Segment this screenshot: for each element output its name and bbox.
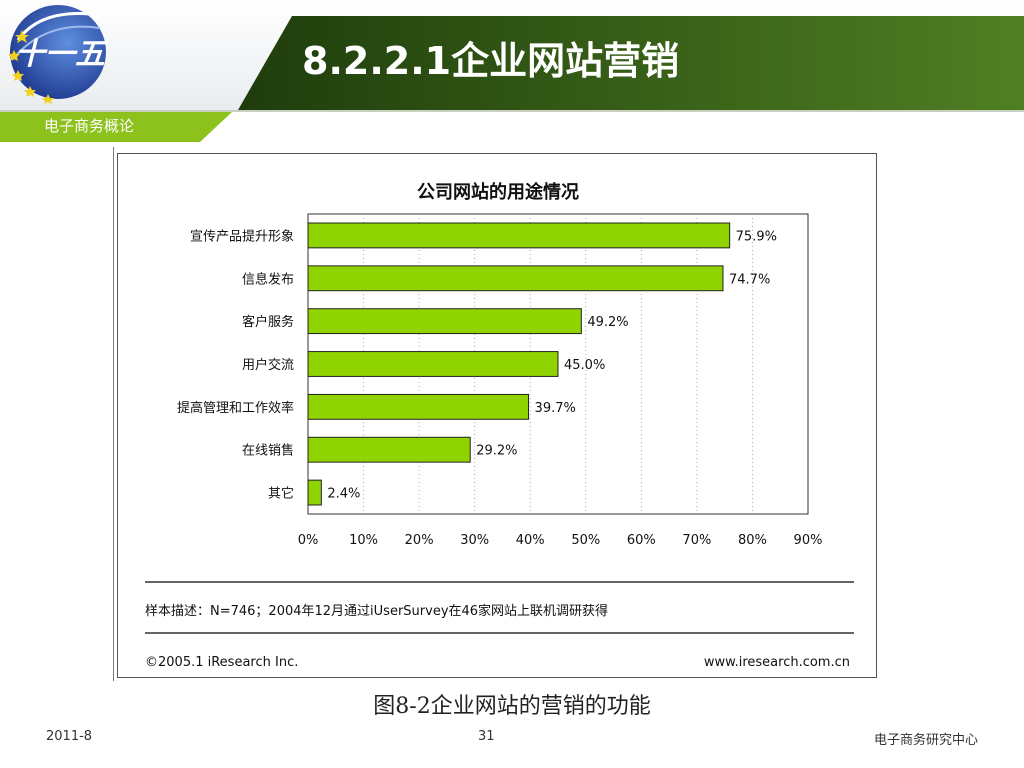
source-left: ©2005.1 iResearch Inc.	[145, 655, 298, 670]
course-label: 电子商务概论	[44, 117, 135, 135]
category-label: 客户服务	[242, 314, 294, 330]
bar	[307, 436, 471, 463]
header-background	[0, 0, 1024, 142]
source-right: www.iresearch.com.cn	[704, 655, 850, 670]
x-tick-label: 20%	[405, 533, 434, 548]
chart-figure: 公司网站的用途情况 宣传产品提升形象信息发布客户服务用户交流提高管理和工作效率在…	[117, 153, 877, 678]
x-tick-labels: 0% 10% 20% 30% 40% 50% 60% 70% 80% 90%	[298, 533, 823, 548]
bar	[307, 351, 559, 377]
value-label: 39.7%	[535, 401, 576, 416]
value-labels: 75.9% 74.7% 49.2% 45.0% 39.7% 29.2% 2.4%	[327, 229, 777, 501]
bar	[307, 222, 731, 249]
x-tick-label: 50%	[571, 533, 600, 548]
bar-chart: 公司网站的用途情况 宣传产品提升形象信息发布客户服务用户交流提高管理和工作效率在…	[145, 181, 854, 670]
footer-organization: 电子商务研究中心	[873, 733, 978, 748]
category-label: 其它	[268, 486, 294, 502]
x-tick-label: 80%	[738, 533, 767, 548]
value-label: 74.7%	[729, 272, 770, 287]
bar	[307, 308, 582, 335]
x-tick-label: 10%	[349, 533, 378, 548]
logo-globe: 十一五	[8, 5, 108, 104]
value-label: 29.2%	[476, 444, 517, 459]
x-tick-label: 60%	[627, 533, 656, 548]
logo-text: 十一五	[15, 37, 108, 72]
value-label: 2.4%	[327, 487, 360, 502]
x-tick-label: 70%	[682, 533, 711, 548]
footer-date: 2011-8	[46, 729, 93, 744]
footer-page-number: 31	[478, 729, 495, 744]
x-tick-label: 0%	[298, 533, 319, 548]
figure-caption: 图8-2企业网站的营销的功能	[373, 694, 651, 719]
value-label: 49.2%	[587, 315, 628, 330]
category-label: 用户交流	[242, 357, 294, 373]
chart-title: 公司网站的用途情况	[417, 181, 579, 203]
bar	[307, 393, 530, 420]
x-tick-label: 30%	[460, 533, 489, 548]
sample-note: 样本描述：N=746；2004年12月通过iUserSurvey在46家网站上联…	[145, 603, 608, 619]
category-label: 提高管理和工作效率	[177, 400, 294, 416]
category-label: 在线销售	[242, 443, 294, 459]
category-label: 信息发布	[242, 271, 294, 287]
category-label: 宣传产品提升形象	[190, 228, 294, 244]
value-label: 45.0%	[564, 358, 605, 373]
bar	[307, 265, 724, 292]
value-label: 75.9%	[736, 229, 777, 244]
bars	[307, 222, 731, 506]
figure-frame-line	[113, 147, 114, 681]
slide-title: 8.2.2.1企业网站营销	[302, 39, 680, 83]
x-tick-label: 90%	[794, 533, 823, 548]
slide-header: 十一五 8.2.2.1企业网站营销 电子商务概论	[0, 0, 1024, 142]
bar	[307, 479, 322, 506]
x-tick-label: 40%	[516, 533, 545, 548]
